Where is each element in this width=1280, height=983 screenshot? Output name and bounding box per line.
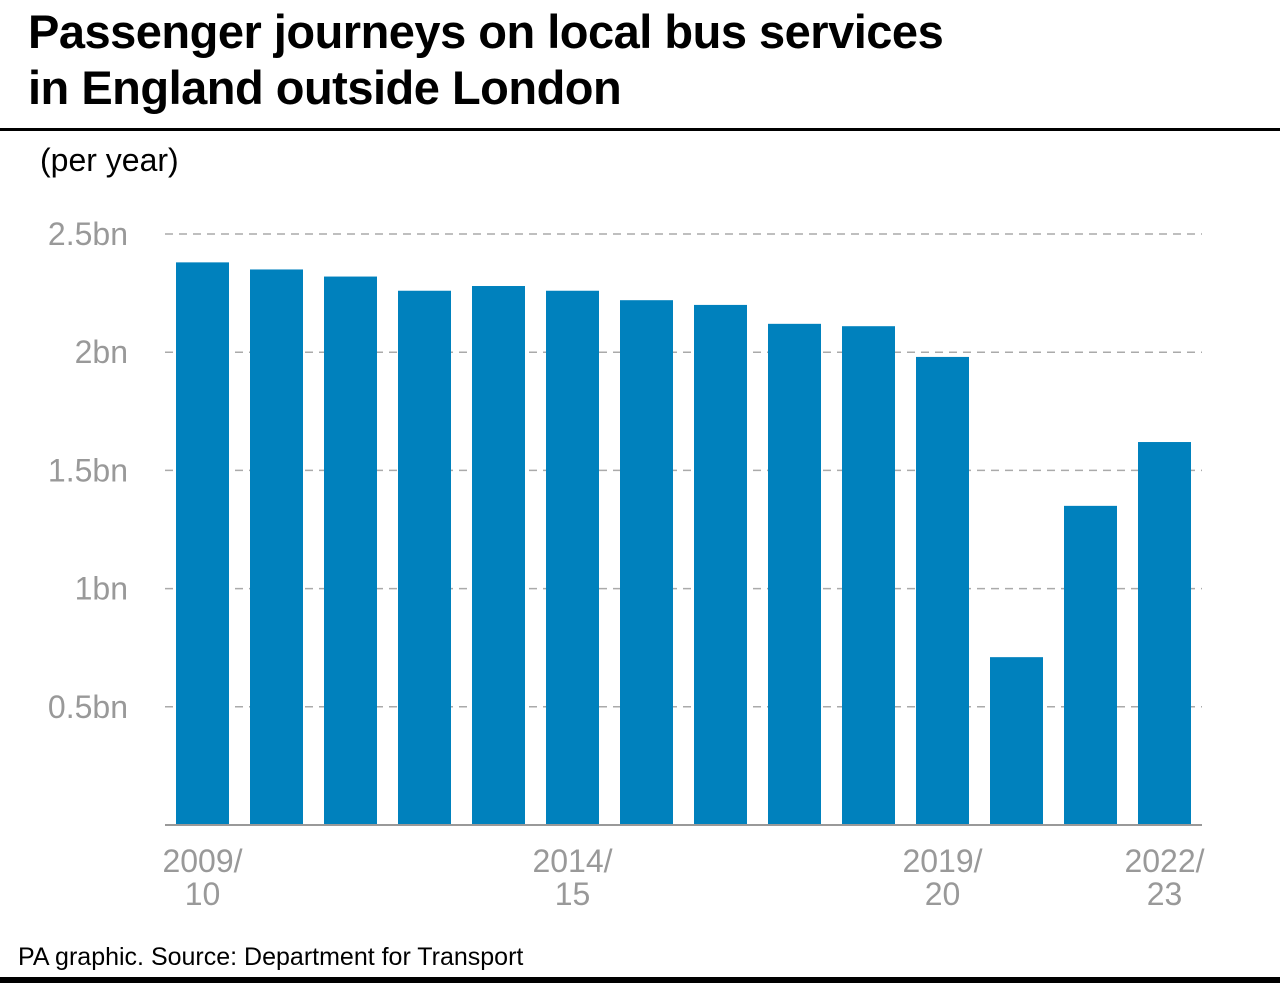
title-line-1: Passenger journeys on local bus services (28, 5, 944, 58)
bar-2018/19 (842, 326, 895, 825)
x-tick-label: 2009/ (162, 843, 242, 879)
bar-2013/14 (472, 286, 525, 825)
chart-title: Passenger journeys on local bus services… (28, 4, 944, 116)
title-rule (0, 128, 1280, 131)
bar-2010/11 (250, 269, 303, 826)
x-tick-label: 15 (555, 876, 591, 912)
x-tick-label: 10 (185, 876, 221, 912)
bar-2011/12 (324, 276, 377, 825)
y-tick-label: 0.5bn (48, 689, 128, 725)
bar-2012/13 (398, 290, 451, 826)
bar-2016/17 (694, 304, 747, 825)
x-tick-label: 2022/ (1124, 843, 1204, 879)
bar-2014/15 (546, 290, 599, 826)
x-tick-label: 2019/ (902, 843, 982, 879)
bar-2009/10 (176, 262, 229, 825)
bar-2022/23 (1138, 442, 1191, 825)
unit-label: (per year) (40, 142, 179, 178)
y-tick-label: 1.5bn (48, 452, 128, 488)
title-line-2: in England outside London (28, 61, 622, 114)
bar-2017/18 (768, 323, 821, 825)
bottom-rule (0, 977, 1280, 983)
source-note: PA graphic. Source: Department for Trans… (18, 943, 524, 971)
x-tick-label: 20 (925, 876, 961, 912)
bar-2020/21 (990, 657, 1043, 825)
x-tick-label: 2014/ (532, 843, 612, 879)
x-tick-label: 23 (1147, 876, 1183, 912)
bar-2019/20 (916, 356, 969, 825)
y-tick-label: 2bn (75, 334, 128, 370)
bar-2021/22 (1064, 505, 1117, 825)
y-tick-label: 2.5bn (48, 216, 128, 252)
y-tick-label: 1bn (75, 571, 128, 607)
bar-2015/16 (620, 300, 673, 825)
